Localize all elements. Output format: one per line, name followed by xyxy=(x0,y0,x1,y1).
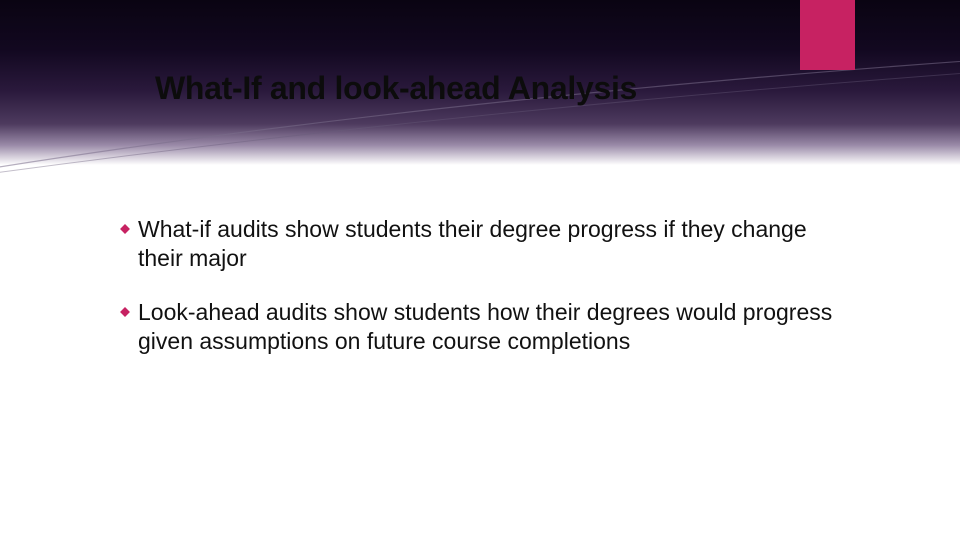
slide-body: What-if audits show students their degre… xyxy=(118,215,838,381)
bullet-item: Look-ahead audits show students how thei… xyxy=(118,298,838,357)
accent-tab xyxy=(800,0,855,70)
bullet-item: What-if audits show students their degre… xyxy=(118,215,838,274)
diamond-bullet-icon xyxy=(118,305,132,319)
bullet-text: Look-ahead audits show students how thei… xyxy=(138,298,838,357)
slide-title: What-If and look-ahead Analysis xyxy=(155,70,637,107)
diamond-bullet-icon xyxy=(118,222,132,236)
bullet-text: What-if audits show students their degre… xyxy=(138,215,838,274)
